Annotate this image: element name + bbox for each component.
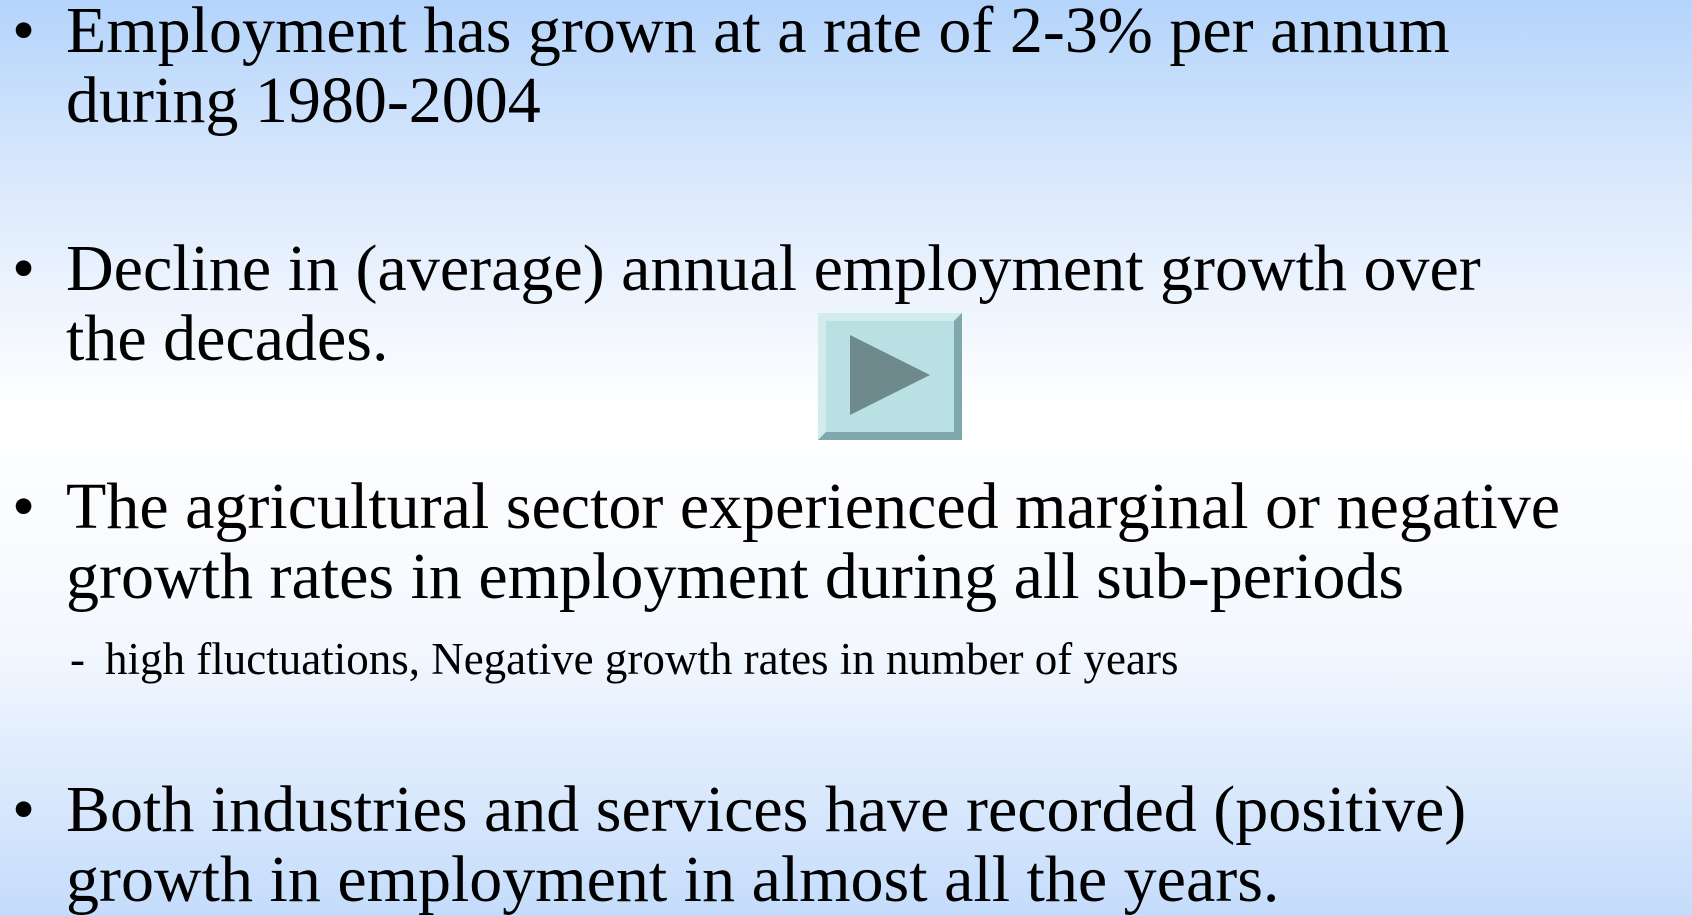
bullet-marker: • [12, 232, 36, 305]
play-icon [850, 335, 930, 415]
bullet-text: The agricultural sector experienced marg… [66, 470, 1561, 543]
bullet-text: Decline in (average) annual employment g… [66, 232, 1481, 305]
sub-marker: - [70, 634, 85, 684]
bullet-text: growth in employment in almost all the y… [66, 843, 1280, 916]
bullet-marker: • [12, 470, 36, 543]
bullet-marker: • [12, 0, 36, 67]
sub-text: high fluctuations, Negative growth rates… [105, 634, 1179, 684]
bullet-text: the decades. [66, 302, 389, 375]
play-button[interactable] [818, 313, 962, 440]
bullet-text: growth rates in employment during all su… [66, 540, 1405, 613]
bullet-text: Employment has grown at a rate of 2-3% p… [66, 0, 1450, 67]
bullet-marker: • [12, 773, 36, 846]
bullet-text: Both industries and services have record… [66, 773, 1467, 846]
bullet-text: during 1980-2004 [66, 64, 541, 137]
